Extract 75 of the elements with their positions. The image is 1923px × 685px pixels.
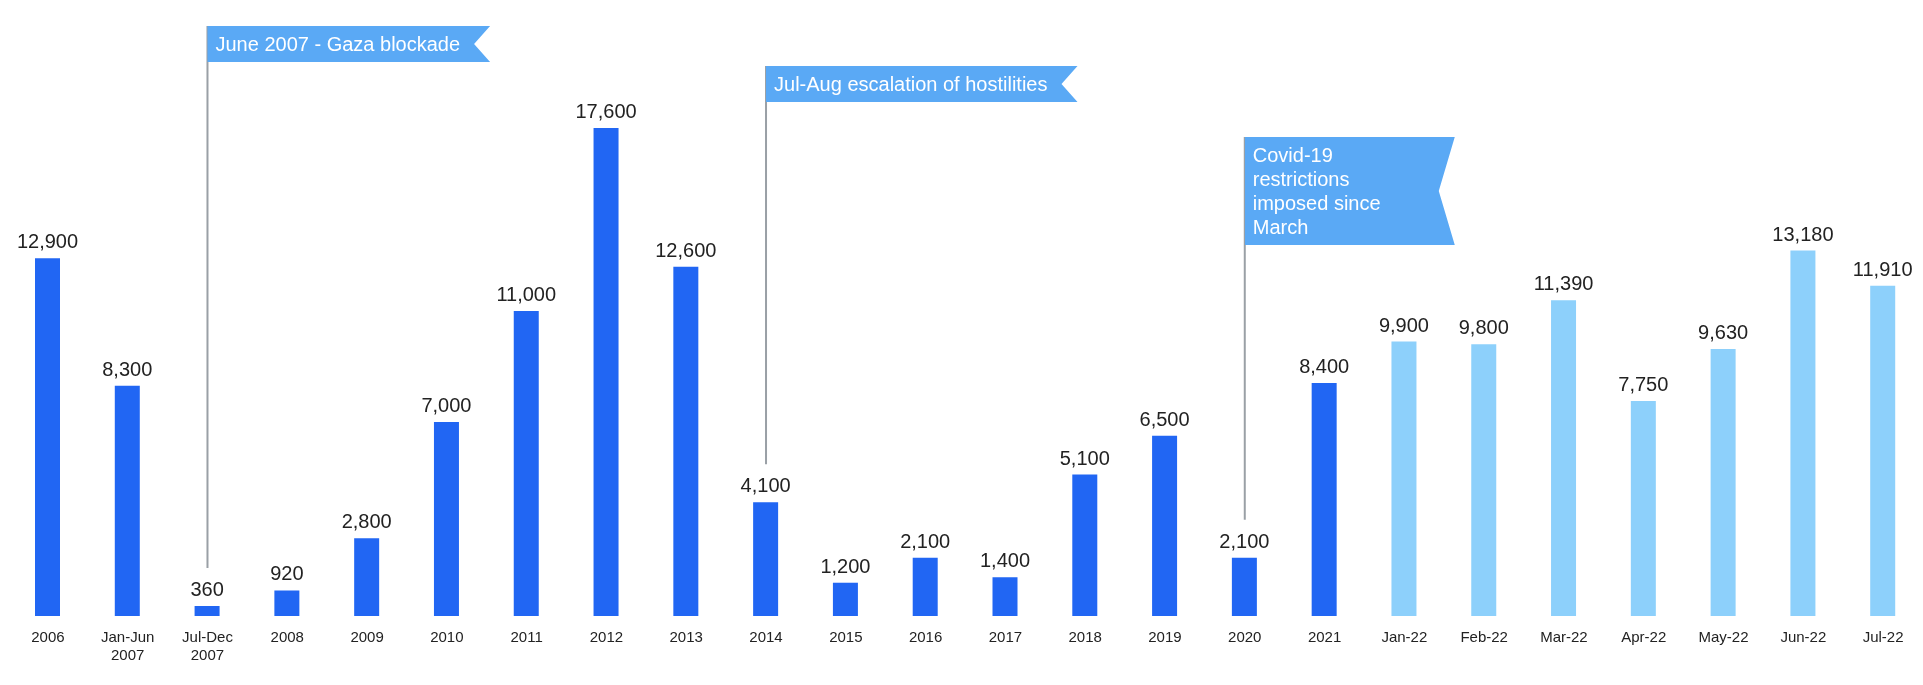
data-label: 11,910 [1852, 257, 1913, 280]
x-tick-label: Jul-Dec 2007 [182, 628, 234, 663]
x-tick-label: 2013 [669, 628, 703, 645]
data-label: 6,500 [1139, 407, 1190, 430]
bar [832, 582, 858, 616]
x-tick-label: Jan-22 [1381, 628, 1428, 645]
x-tick-label: Jul-22 [1862, 628, 1904, 645]
x-tick-label: Feb-22 [1460, 628, 1508, 645]
x-tick-label: Apr-22 [1621, 628, 1667, 645]
bar [1790, 250, 1816, 616]
ribbon-banner: Jul-Aug escalation of hostilities [766, 66, 1078, 102]
bar [1710, 348, 1736, 616]
x-tick-label: Jan-Jun 2007 [101, 628, 155, 663]
bar [1551, 300, 1577, 616]
x-tick-label: 2020 [1228, 628, 1262, 645]
x-tick-label: 2019 [1148, 628, 1182, 645]
bar [1471, 344, 1497, 616]
bar [992, 577, 1018, 616]
x-tick-label: 2021 [1307, 628, 1342, 645]
bar [114, 385, 140, 616]
data-label: 9,900 [1378, 313, 1429, 336]
data-label: 2,100 [1219, 529, 1270, 552]
data-label: 2,100 [900, 529, 951, 552]
x-tick-label: 2015 [829, 628, 863, 645]
data-label: 1,400 [979, 549, 1031, 572]
bar [912, 557, 938, 616]
data-label: 2,800 [341, 510, 392, 533]
x-tick-label: 2006 [31, 628, 65, 645]
bar [35, 258, 60, 616]
bar [1311, 383, 1337, 616]
ribbon-banner: June 2007 - Gaza blockade [207, 26, 491, 62]
bar [753, 502, 779, 616]
x-tick-label: 2014 [749, 628, 783, 645]
data-label: 360 [190, 578, 224, 601]
data-label: 4,100 [740, 474, 791, 497]
data-label: 5,100 [1059, 446, 1110, 469]
bar [1152, 435, 1178, 616]
data-label: 17,600 [575, 100, 637, 122]
bar [1072, 474, 1098, 616]
bar [673, 266, 699, 616]
data-label: 7,750 [1618, 373, 1669, 396]
data-label: 8,300 [102, 357, 153, 380]
data-label: 12,900 [16, 230, 79, 253]
x-tick-label: 2009 [350, 628, 384, 645]
data-label: 11,390 [1533, 272, 1594, 295]
bar [513, 311, 539, 616]
data-label: 7,000 [421, 393, 472, 416]
bar [593, 128, 619, 616]
x-tick-label: Mar-22 [1540, 628, 1588, 645]
x-tick-label: May-22 [1698, 628, 1749, 645]
x-tick-label: 2008 [270, 628, 304, 645]
bar [1231, 557, 1257, 616]
x-tick-label: 2018 [1068, 628, 1102, 645]
bar [274, 590, 300, 616]
bar [1630, 401, 1656, 616]
bar [194, 606, 220, 616]
bar [354, 538, 380, 616]
data-label: 12,600 [655, 238, 717, 261]
x-tick-label: 2017 [988, 628, 1023, 645]
x-tick-label: 2012 [589, 628, 624, 645]
data-label: 8,400 [1299, 355, 1350, 378]
bar [433, 421, 459, 616]
ribbon-banner: Covid-19 restrictions imposed since March [1244, 137, 1455, 245]
x-tick-label: 2016 [908, 628, 943, 645]
x-tick-label: Jun-22 [1780, 628, 1827, 645]
bar [1391, 341, 1417, 616]
data-label: 920 [270, 562, 304, 585]
x-tick-label: 2010 [430, 628, 464, 645]
x-tick-label: 2011 [510, 628, 543, 645]
data-label: 1,200 [820, 554, 871, 577]
data-label: 13,180 [1772, 222, 1834, 245]
data-label: 9,630 [1698, 320, 1749, 343]
data-label: 11,000 [496, 283, 557, 305]
bar [1870, 285, 1896, 616]
data-label: 9,800 [1458, 316, 1509, 339]
